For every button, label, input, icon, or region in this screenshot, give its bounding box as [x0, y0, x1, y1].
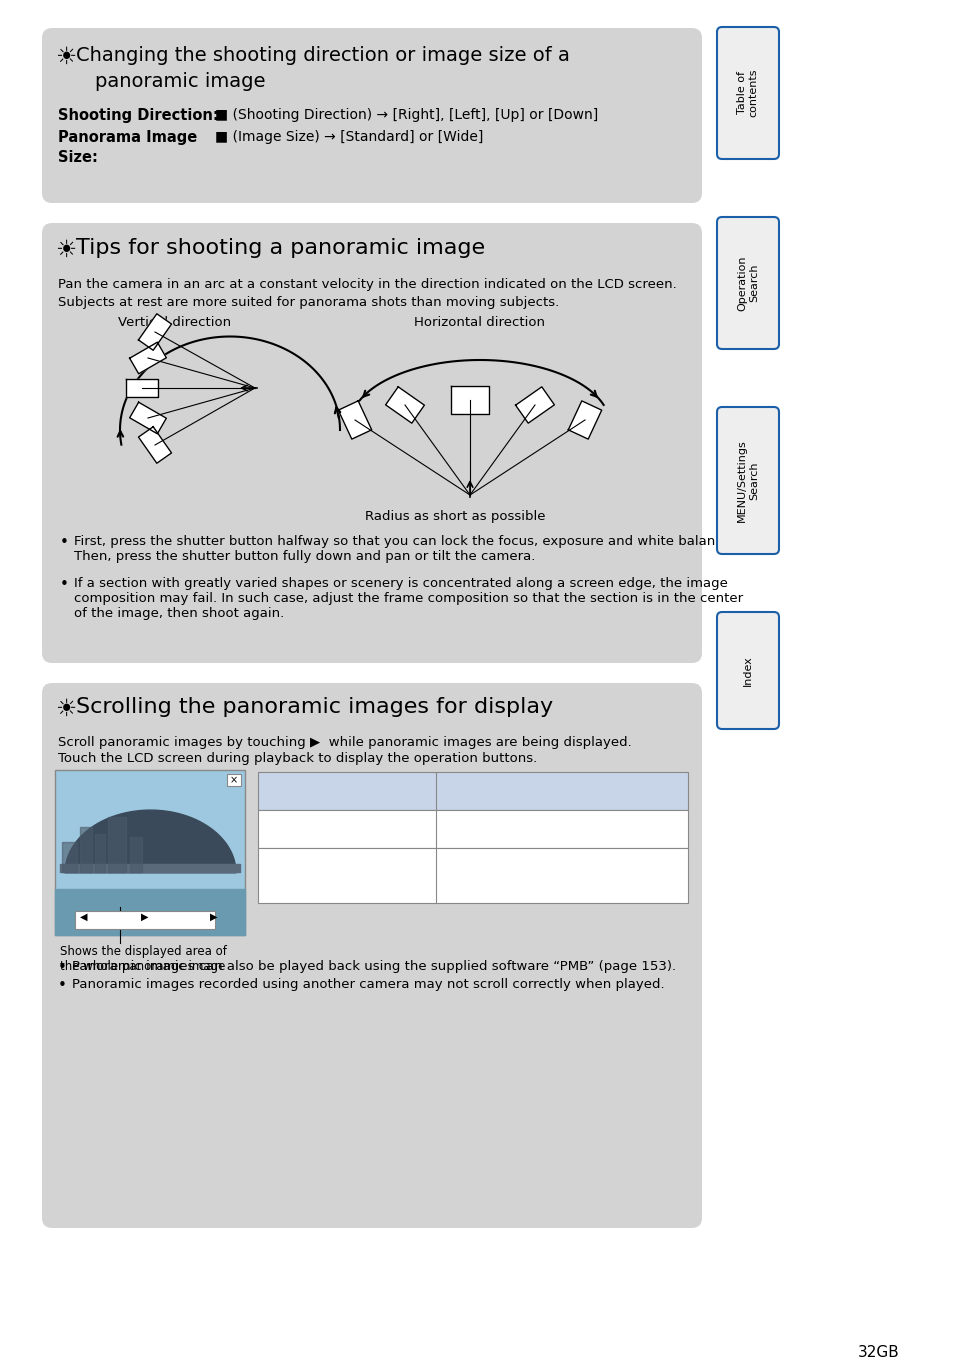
Text: Shows the displayed area of: Shows the displayed area of: [60, 945, 227, 958]
FancyBboxPatch shape: [42, 683, 701, 1228]
Text: Scrolling playback/pauses scrolling: Scrolling playback/pauses scrolling: [440, 815, 659, 828]
Text: ☀: ☀: [55, 697, 76, 721]
Polygon shape: [138, 314, 172, 350]
Polygon shape: [568, 401, 601, 439]
Polygon shape: [515, 387, 554, 423]
Text: Scroll panoramic images by touching ▶  while panoramic images are being displaye: Scroll panoramic images by touching ▶ wh…: [58, 737, 631, 749]
Polygon shape: [138, 427, 172, 463]
Polygon shape: [130, 342, 166, 374]
FancyBboxPatch shape: [257, 847, 687, 904]
Text: Radius as short as possible: Radius as short as possible: [365, 511, 545, 523]
FancyBboxPatch shape: [717, 27, 779, 159]
FancyBboxPatch shape: [257, 772, 687, 810]
FancyBboxPatch shape: [227, 773, 241, 786]
Text: of the image, then shoot again.: of the image, then shoot again.: [74, 606, 284, 620]
Text: images: images: [440, 828, 486, 841]
Text: ■ (Image Size) → [Standard] or [Wide]: ■ (Image Size) → [Standard] or [Wide]: [214, 130, 483, 144]
Polygon shape: [126, 379, 158, 397]
FancyBboxPatch shape: [42, 223, 701, 663]
Text: Index: Index: [742, 656, 752, 686]
Text: Touch ▶⏸ or the LCD: Touch ▶⏸ or the LCD: [263, 815, 391, 828]
Text: Scrolling the panoramic images for display: Scrolling the panoramic images for displ…: [76, 697, 553, 717]
Text: panoramic image: panoramic image: [95, 73, 265, 90]
Text: screen: screen: [263, 828, 304, 841]
Text: Action: Action: [440, 784, 488, 797]
Text: Touch the LCD screen during playback to display the operation buttons.: Touch the LCD screen during playback to …: [58, 752, 537, 765]
Text: Horizontal direction: Horizontal direction: [414, 316, 545, 329]
FancyBboxPatch shape: [75, 910, 214, 930]
Polygon shape: [338, 401, 372, 439]
Text: If a section with greatly varied shapes or scenery is concentrated along a scree: If a section with greatly varied shapes …: [74, 576, 727, 590]
Text: Operation method: Operation method: [263, 790, 391, 804]
Text: Pan the camera in an arc at a constant velocity in the direction indicated on th: Pan the camera in an arc at a constant v…: [58, 278, 676, 292]
Text: Operation button/: Operation button/: [263, 778, 389, 790]
Text: Operation
Search: Operation Search: [737, 255, 758, 311]
FancyBboxPatch shape: [42, 27, 701, 203]
Text: ☀: ☀: [55, 45, 76, 68]
Text: First, press the shutter button halfway so that you can lock the focus, exposure: First, press the shutter button halfway …: [74, 535, 734, 548]
Text: Panorama Image: Panorama Image: [58, 130, 197, 145]
Text: ▶: ▶: [141, 912, 149, 921]
Text: Shooting Direction:: Shooting Direction:: [58, 108, 218, 123]
Text: Vertical direction: Vertical direction: [118, 316, 232, 329]
Text: Panoramic images can also be played back using the supplied software “PMB” (page: Panoramic images can also be played back…: [71, 960, 676, 973]
Polygon shape: [451, 386, 489, 413]
Text: •: •: [58, 977, 67, 993]
Text: ◀: ◀: [80, 912, 88, 921]
Text: Scrolls images: Scrolls images: [440, 867, 531, 879]
FancyBboxPatch shape: [257, 810, 687, 847]
Text: ▶: ▶: [210, 912, 217, 921]
Text: Subjects at rest are more suited for panorama shots than moving subjects.: Subjects at rest are more suited for pan…: [58, 296, 558, 309]
Text: ■ (Shooting Direction) → [Right], [Left], [Up] or [Down]: ■ (Shooting Direction) → [Right], [Left]…: [214, 108, 598, 122]
Text: Tips for shooting a panoramic image: Tips for shooting a panoramic image: [76, 238, 485, 257]
Text: MENU/Settings
Search: MENU/Settings Search: [737, 439, 758, 522]
Text: 32GB: 32GB: [858, 1344, 899, 1359]
Text: left: left: [263, 883, 283, 895]
Text: Then, press the shutter button fully down and pan or tilt the camera.: Then, press the shutter button fully dow…: [74, 550, 535, 563]
Text: ☀: ☀: [55, 238, 76, 261]
FancyBboxPatch shape: [55, 769, 245, 935]
Text: Touch ▲ / ▼ / ▶ / ◀: Touch ▲ / ▼ / ▶ / ◀: [263, 853, 377, 867]
Text: •: •: [60, 576, 69, 591]
Text: ×: ×: [230, 775, 238, 784]
Text: composition may fail. In such case, adjust the frame composition so that the sec: composition may fail. In such case, adju…: [74, 591, 742, 605]
Text: Size:: Size:: [58, 151, 98, 166]
Text: Panoramic images recorded using another camera may not scroll correctly when pla: Panoramic images recorded using another …: [71, 977, 664, 991]
Text: Changing the shooting direction or image size of a: Changing the shooting direction or image…: [76, 47, 569, 64]
FancyBboxPatch shape: [717, 407, 779, 554]
Text: Table of
contents: Table of contents: [737, 68, 758, 118]
Text: or drag up/down/right/: or drag up/down/right/: [263, 868, 404, 882]
Text: the whole panoramic image: the whole panoramic image: [60, 960, 225, 973]
Text: •: •: [58, 960, 67, 975]
FancyBboxPatch shape: [717, 612, 779, 730]
Polygon shape: [130, 402, 166, 434]
Polygon shape: [385, 387, 424, 423]
Text: •: •: [60, 535, 69, 550]
FancyBboxPatch shape: [717, 218, 779, 349]
